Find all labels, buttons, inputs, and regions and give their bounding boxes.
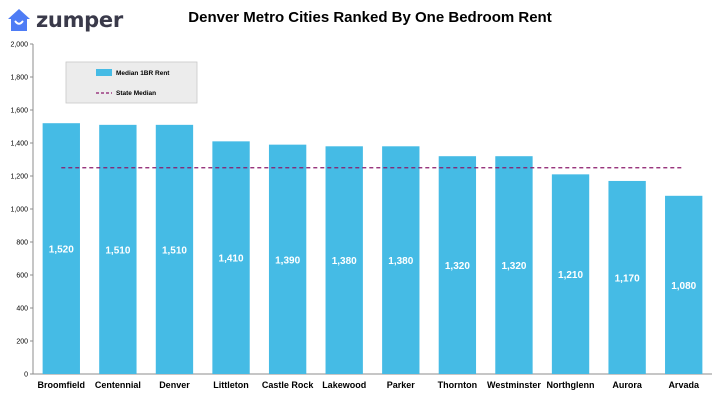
data-label: 1,080 bbox=[671, 281, 696, 292]
y-tick-label: 1,000 bbox=[10, 207, 28, 214]
bar-parker bbox=[382, 146, 420, 374]
y-tick-label: 1,600 bbox=[10, 108, 28, 115]
bar-arvada bbox=[665, 195, 703, 374]
x-tick-label: Northglenn bbox=[547, 380, 595, 390]
y-tick-label: 600 bbox=[16, 273, 28, 280]
bar-castle-rock bbox=[268, 144, 307, 374]
bar-aurora bbox=[608, 180, 646, 374]
y-tick-label: 0 bbox=[24, 372, 28, 379]
legend-label-median-1br-rent: Median 1BR Rent bbox=[116, 70, 170, 77]
bar-northglenn bbox=[551, 174, 590, 374]
brand-logo[interactable]: zumper bbox=[6, 6, 123, 34]
x-tick-label: Castle Rock bbox=[262, 380, 315, 390]
legend-label-state-median: State Median bbox=[116, 90, 156, 97]
x-tick-label: Arvada bbox=[668, 380, 700, 390]
y-tick-label: 1,400 bbox=[10, 141, 28, 148]
y-tick-label: 200 bbox=[16, 339, 28, 346]
bar-lakewood bbox=[325, 146, 363, 374]
data-label: 1,320 bbox=[445, 261, 470, 272]
data-label: 1,380 bbox=[388, 256, 413, 267]
data-label: 1,410 bbox=[219, 254, 244, 265]
x-tick-label: Littleton bbox=[213, 380, 249, 390]
bar-westminster bbox=[495, 156, 533, 374]
data-label: 1,380 bbox=[332, 256, 357, 267]
bar-littleton bbox=[212, 141, 250, 374]
x-tick-label: Broomfield bbox=[38, 380, 86, 390]
x-tick-label: Thornton bbox=[438, 380, 478, 390]
x-tick-label: Aurora bbox=[612, 380, 642, 390]
brand-name: zumper bbox=[36, 8, 123, 32]
legend-swatch-median-1br-rent bbox=[96, 69, 112, 76]
data-label: 1,390 bbox=[275, 255, 300, 266]
x-tick-label: Lakewood bbox=[322, 380, 366, 390]
y-tick-label: 2,000 bbox=[10, 42, 28, 49]
bar-thornton bbox=[438, 156, 477, 374]
x-tick-label: Parker bbox=[387, 380, 416, 390]
x-tick-label: Centennial bbox=[95, 380, 141, 390]
bar-denver bbox=[155, 124, 194, 374]
legend-box bbox=[65, 61, 198, 104]
house-logo-icon bbox=[8, 9, 30, 31]
y-tick-label: 800 bbox=[16, 240, 28, 247]
data-label: 1,510 bbox=[162, 245, 187, 256]
x-tick-label: Denver bbox=[159, 380, 190, 390]
data-label: 1,510 bbox=[105, 245, 130, 256]
data-label: 1,210 bbox=[558, 270, 583, 281]
y-tick-label: 1,200 bbox=[10, 174, 28, 181]
y-tick-label: 1,800 bbox=[10, 75, 28, 82]
bar-centennial bbox=[99, 124, 137, 374]
x-tick-label: Westminster bbox=[487, 380, 541, 390]
data-label: 1,170 bbox=[615, 273, 640, 284]
bar-broomfield bbox=[42, 123, 80, 374]
data-label: 1,320 bbox=[501, 261, 526, 272]
y-tick-label: 400 bbox=[16, 306, 28, 313]
chart-title: Denver Metro Cities Ranked By One Bedroo… bbox=[188, 9, 552, 26]
data-label: 1,520 bbox=[49, 245, 74, 256]
